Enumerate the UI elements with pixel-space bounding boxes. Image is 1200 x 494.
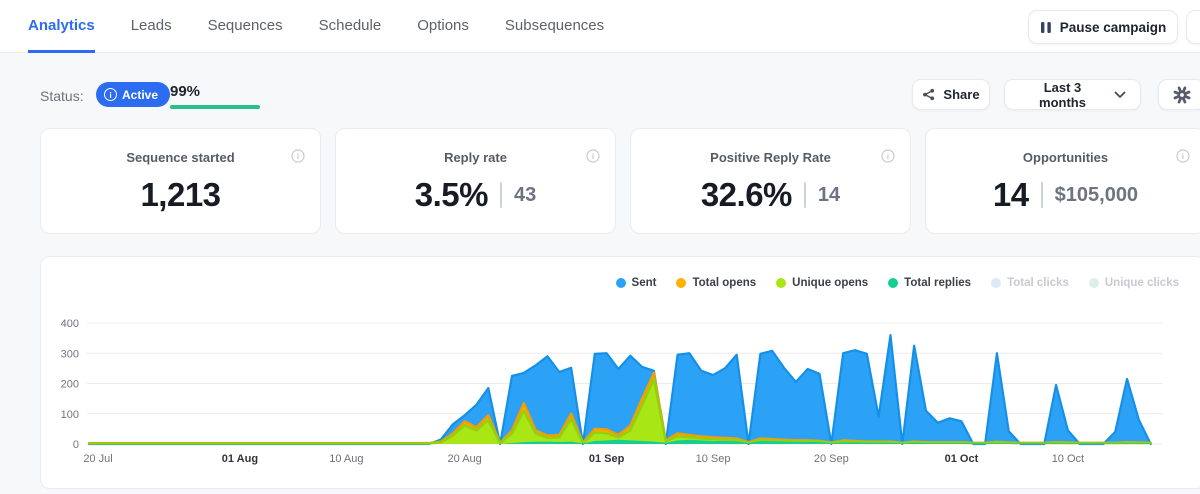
svg-text:i: i <box>592 151 594 161</box>
svg-text:400: 400 <box>61 318 79 330</box>
analytics-chart-panel: Sent Total opens Unique opens Total replies… <box>40 256 1200 489</box>
svg-text:10 Sep: 10 Sep <box>696 453 731 465</box>
stat-card-positive-reply-rate: Positive Reply Rate i 32.6% 14 <box>630 128 911 234</box>
stat-cards-row: Sequence started i 1,213 Reply rate i 3.5% 43 P… <box>40 128 1200 234</box>
svg-text:10 Aug: 10 Aug <box>329 453 363 465</box>
progress-percent: 99% <box>170 83 201 100</box>
legend-label: Sent <box>631 277 657 289</box>
legend-item-unique-opens[interactable]: Unique opens <box>776 277 868 289</box>
info-icon[interactable]: i <box>586 149 600 163</box>
svg-text:0: 0 <box>73 439 79 451</box>
pause-campaign-button[interactable]: Pause campaign <box>1028 10 1178 44</box>
legend-dot <box>991 278 1002 288</box>
settings-button[interactable] <box>1158 79 1200 110</box>
legend-item-unique-clicks[interactable]: Unique clicks <box>1088 277 1179 289</box>
svg-text:20 Aug: 20 Aug <box>448 453 482 465</box>
info-icon[interactable]: i <box>881 149 895 163</box>
analytics-chart: 0 100 200 300 400 20 Jul 01 Aug 10 Aug 20 Aug 01 … <box>61 318 1163 465</box>
svg-text:200: 200 <box>61 379 79 391</box>
pause-campaign-label: Pause campaign <box>1059 19 1167 35</box>
gear-icon <box>1173 86 1191 104</box>
svg-text:01 Sep: 01 Sep <box>589 453 625 465</box>
tab-leads[interactable]: Leads <box>130 16 172 34</box>
tab-schedule[interactable]: Schedule <box>318 16 382 34</box>
stat-card-secondary-value: 43 <box>513 183 537 206</box>
value-divider <box>1040 182 1043 208</box>
info-icon: i <box>104 88 117 101</box>
info-icon[interactable]: i <box>291 149 305 163</box>
stat-card-title: Positive Reply Rate <box>710 150 831 165</box>
svg-text:10 Oct: 10 Oct <box>1052 453 1084 465</box>
stat-card-secondary-value: 14 <box>817 183 841 206</box>
legend-label: Total opens <box>692 277 757 289</box>
stat-card-reply-rate: Reply rate i 3.5% 43 <box>335 128 616 234</box>
pause-icon <box>1040 21 1052 34</box>
value-divider <box>499 182 502 208</box>
legend-dot <box>615 278 626 288</box>
share-icon <box>922 88 935 101</box>
tab-bar: Analytics Leads Sequences Schedule Options Su… <box>0 0 1200 53</box>
legend-dot <box>888 278 899 288</box>
stat-card-value: 3.5% <box>414 176 489 213</box>
date-range-select[interactable]: Last 3 months <box>1004 79 1141 110</box>
progress-bar <box>170 105 260 109</box>
stat-card-sequence-started: Sequence started i 1,213 <box>40 128 321 234</box>
chevron-down-icon <box>1114 91 1126 99</box>
more-actions-button[interactable] <box>1186 10 1200 44</box>
svg-text:300: 300 <box>61 348 79 360</box>
campaign-progress: 99% <box>170 83 260 109</box>
svg-text:i: i <box>1182 151 1184 161</box>
legend-item-total-clicks[interactable]: Total clicks <box>991 277 1069 289</box>
svg-text:i: i <box>297 151 299 161</box>
status-badge-label: Active <box>122 87 159 102</box>
legend-item-total-replies[interactable]: Total replies <box>888 277 971 289</box>
legend-item-sent[interactable]: Sent <box>615 277 657 289</box>
legend-label: Total replies <box>904 277 972 289</box>
tab-analytics[interactable]: Analytics <box>28 0 95 53</box>
share-label: Share <box>943 87 980 102</box>
stat-card-title: Opportunities <box>1022 150 1109 165</box>
stat-card-title: Reply rate <box>444 150 507 165</box>
legend-label: Unique opens <box>792 277 869 289</box>
value-divider <box>803 182 806 208</box>
tab-sequences[interactable]: Sequences <box>207 16 283 34</box>
stat-card-secondary-value: $105,000 <box>1054 183 1139 206</box>
legend-dot <box>1088 278 1099 288</box>
info-icon[interactable]: i <box>1176 149 1190 163</box>
svg-text:20 Jul: 20 Jul <box>83 453 112 465</box>
svg-text:i: i <box>887 151 889 161</box>
chart-legend: Sent Total opens Unique opens Total replies… <box>615 277 1179 289</box>
stat-card-opportunities: Opportunities i 14 $105,000 <box>925 128 1200 234</box>
date-range-value: Last 3 months <box>1039 79 1086 110</box>
tab-subsequences[interactable]: Subsequences <box>504 16 605 34</box>
svg-text:20 Sep: 20 Sep <box>814 453 849 465</box>
tab-list: Analytics Leads Sequences Schedule Options Su… <box>0 0 1200 53</box>
legend-dot <box>776 278 787 288</box>
legend-item-total-opens[interactable]: Total opens <box>676 277 756 289</box>
share-button[interactable]: Share <box>912 79 990 110</box>
stat-card-value: 32.6% <box>700 176 793 213</box>
legend-label: Unique clicks <box>1104 277 1179 289</box>
stat-card-title: Sequence started <box>126 150 235 165</box>
legend-label: Total clicks <box>1007 277 1069 289</box>
stat-card-value: 1,213 <box>140 176 221 213</box>
status-badge[interactable]: i Active <box>96 82 171 107</box>
legend-dot <box>676 278 687 288</box>
svg-text:01 Oct: 01 Oct <box>945 453 979 465</box>
svg-text:01 Aug: 01 Aug <box>222 453 258 465</box>
svg-text:100: 100 <box>61 409 79 421</box>
status-label: Status: <box>40 88 84 104</box>
tab-options[interactable]: Options <box>417 16 469 34</box>
stat-card-value: 14 <box>992 176 1029 213</box>
